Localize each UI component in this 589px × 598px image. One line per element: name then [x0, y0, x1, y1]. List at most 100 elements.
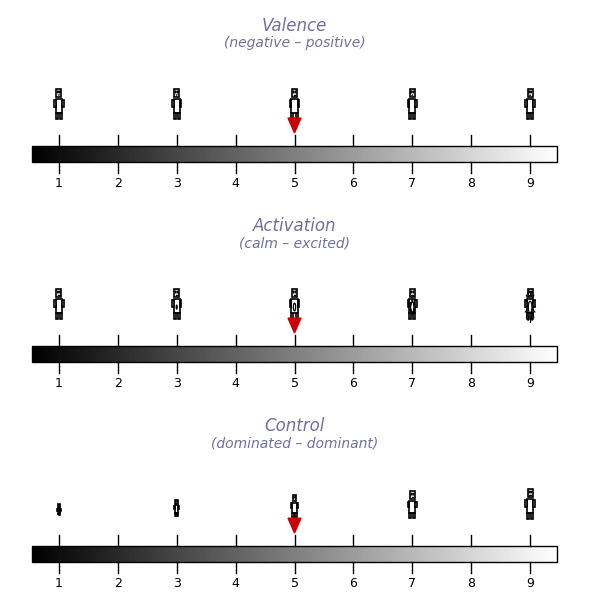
Bar: [354, 146, 356, 161]
Bar: [497, 346, 499, 362]
Bar: [36, 546, 38, 562]
Bar: [275, 346, 277, 362]
Bar: [389, 346, 391, 362]
Bar: [366, 546, 368, 562]
Bar: [525, 146, 527, 161]
Bar: [188, 546, 190, 562]
Bar: [520, 546, 522, 562]
Bar: [319, 146, 321, 161]
Bar: [143, 346, 144, 362]
Bar: [80, 546, 81, 562]
Bar: [186, 146, 188, 161]
Bar: [179, 546, 181, 562]
Circle shape: [295, 291, 296, 293]
Bar: [525, 546, 527, 562]
Bar: [87, 546, 88, 562]
Bar: [413, 146, 415, 161]
Bar: [302, 546, 303, 562]
Bar: [83, 146, 85, 161]
Bar: [67, 346, 69, 362]
Bar: [48, 146, 50, 161]
Bar: [262, 546, 263, 562]
Bar: [443, 546, 445, 562]
Bar: [167, 346, 169, 362]
Bar: [513, 346, 515, 362]
Bar: [183, 546, 184, 562]
Bar: [434, 546, 436, 562]
Bar: [485, 546, 487, 562]
Bar: [408, 346, 410, 362]
Bar: [432, 346, 434, 362]
Bar: [275, 546, 277, 562]
Bar: [394, 346, 396, 362]
Bar: [481, 346, 484, 362]
Bar: [417, 346, 419, 362]
Text: 4: 4: [231, 577, 240, 590]
Bar: [309, 346, 310, 362]
Bar: [216, 146, 218, 161]
Bar: [292, 113, 293, 119]
Bar: [244, 346, 246, 362]
Bar: [372, 146, 373, 161]
Bar: [461, 146, 462, 161]
Bar: [298, 146, 300, 161]
Bar: [448, 146, 450, 161]
Bar: [224, 546, 226, 562]
Bar: [158, 346, 160, 362]
Bar: [389, 546, 391, 562]
Bar: [324, 146, 326, 161]
Bar: [511, 146, 513, 161]
Bar: [307, 146, 309, 161]
Bar: [217, 346, 220, 362]
Bar: [373, 146, 375, 161]
Bar: [446, 146, 448, 161]
Bar: [382, 346, 383, 362]
Bar: [170, 146, 172, 161]
Bar: [262, 146, 263, 161]
Bar: [359, 346, 361, 362]
Bar: [477, 346, 478, 362]
Bar: [158, 546, 160, 562]
Bar: [464, 546, 466, 562]
Bar: [324, 346, 326, 362]
Bar: [144, 546, 146, 562]
Bar: [279, 346, 280, 362]
Bar: [59, 513, 60, 515]
Bar: [163, 146, 166, 161]
Bar: [251, 346, 253, 362]
Bar: [286, 146, 287, 161]
Bar: [141, 346, 143, 362]
Bar: [118, 346, 120, 362]
Bar: [146, 146, 148, 161]
Bar: [292, 503, 297, 513]
Bar: [446, 546, 448, 562]
Bar: [542, 146, 544, 161]
Bar: [441, 146, 443, 161]
Bar: [200, 146, 202, 161]
Bar: [292, 299, 297, 313]
Bar: [160, 346, 162, 362]
Bar: [207, 146, 209, 161]
Text: 2: 2: [114, 177, 122, 190]
Bar: [292, 289, 297, 297]
Bar: [380, 146, 382, 161]
Bar: [548, 146, 550, 161]
Bar: [272, 346, 274, 362]
Text: 6: 6: [349, 577, 358, 590]
Bar: [207, 346, 209, 362]
Text: 6: 6: [349, 177, 358, 190]
Bar: [78, 346, 80, 362]
Bar: [314, 546, 316, 562]
Bar: [399, 146, 401, 161]
Bar: [146, 546, 148, 562]
Bar: [527, 546, 529, 562]
Bar: [406, 546, 408, 562]
Bar: [309, 546, 310, 562]
Bar: [302, 146, 303, 161]
Bar: [231, 146, 233, 161]
Circle shape: [413, 309, 415, 312]
Bar: [518, 546, 520, 562]
Bar: [331, 546, 333, 562]
Bar: [385, 146, 387, 161]
Bar: [358, 346, 359, 362]
